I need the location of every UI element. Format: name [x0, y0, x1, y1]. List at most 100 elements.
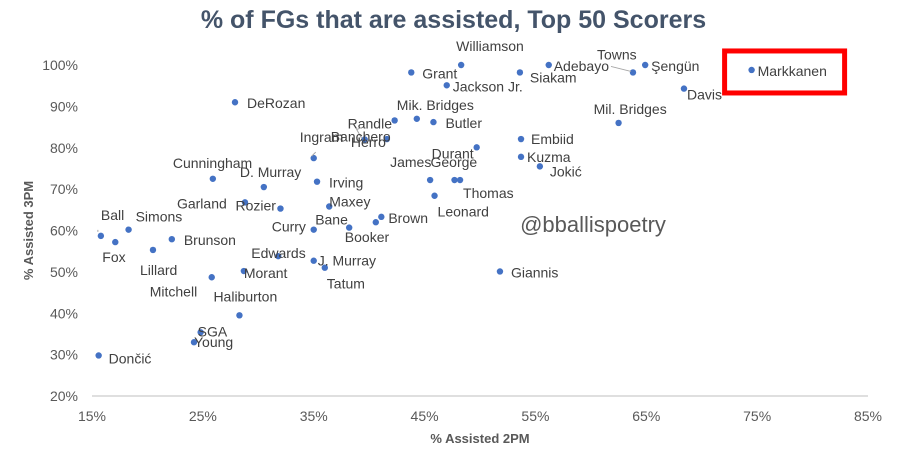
- point-label: Ingram: [300, 129, 344, 145]
- point-curry: [310, 226, 317, 233]
- point-label: Cunningham: [173, 155, 252, 171]
- point-derozan: [231, 99, 239, 106]
- y-tick-label: 30%: [50, 347, 78, 363]
- point-banchero: [361, 136, 368, 143]
- point-mik-bridges: [413, 115, 421, 122]
- point-cunningham: [209, 175, 217, 182]
- point-label: Embiid: [531, 131, 574, 147]
- point-durant: [473, 144, 480, 151]
- point-grant: [408, 69, 415, 76]
- x-tick-label: 85%: [854, 408, 882, 424]
- point-siakam: [516, 69, 524, 76]
- y-tick-label: 40%: [50, 305, 78, 321]
- point-davis: [680, 85, 688, 92]
- point-label: Banchero: [331, 128, 391, 144]
- x-tick-label: 35%: [300, 408, 328, 424]
- point-leonard: [431, 192, 438, 199]
- point-label: J. Murray: [318, 253, 376, 269]
- point-label: Irving: [329, 175, 363, 191]
- point-label: Garland: [177, 195, 227, 211]
- point-label: Butler: [445, 115, 482, 131]
- x-tick-label: 55%: [521, 408, 549, 424]
- point-butler: [430, 118, 437, 126]
- point-label: James: [390, 154, 431, 170]
- point-young: [190, 339, 198, 346]
- point-label: Mitchell: [150, 283, 197, 299]
- point-label: Young: [194, 334, 233, 350]
- x-tick-label: 45%: [411, 408, 439, 424]
- point-markkanen: [748, 66, 755, 74]
- point-label: Giannis: [511, 264, 558, 280]
- point-simons: [125, 226, 132, 233]
- chart-title: % of FGs that are assisted, Top 50 Score…: [200, 6, 707, 34]
- point-label: Edwards: [251, 245, 305, 261]
- point-label: Simons: [136, 209, 183, 225]
- point-embiid: [517, 135, 525, 143]
- watermark-text: @bballispoetry: [520, 212, 666, 237]
- point-label: Randle: [348, 115, 393, 131]
- y-tick-label: 100%: [42, 57, 78, 73]
- point-label: Davis: [687, 87, 722, 103]
- x-tick-label: 15%: [78, 408, 106, 424]
- point-rozier: [277, 205, 284, 212]
- axes-group: 15% 25% 35% 45% 55% 65% 75% 85% 20% 30% 40% 50% 60% 7…: [42, 57, 882, 424]
- point-label: Adebayo: [554, 58, 609, 74]
- point-brown: [378, 213, 385, 221]
- point-tatum: [321, 264, 328, 271]
- point-label: Morant: [244, 265, 288, 281]
- point-lillard: [149, 246, 157, 254]
- point-bane: [345, 224, 353, 231]
- point-label: Durant: [432, 145, 474, 161]
- point-giannis: [496, 268, 504, 275]
- point-label: Markkanen: [758, 63, 827, 79]
- point-irving: [313, 178, 321, 185]
- x-tick-label: 75%: [743, 408, 771, 424]
- point-label: DeRozan: [247, 95, 305, 111]
- y-tick-label: 50%: [50, 264, 78, 280]
- point-label: Siakam: [530, 69, 577, 85]
- point-label: Curry: [272, 219, 306, 235]
- y-tick-label: 60%: [50, 223, 78, 239]
- point-ball: [97, 232, 105, 240]
- point-george: [451, 176, 458, 184]
- point-label: Brown: [388, 210, 428, 226]
- point-label: Şengün: [651, 58, 699, 74]
- point-brunson: [168, 235, 176, 243]
- point-label: Brunson: [184, 232, 236, 248]
- point-sga: [197, 329, 204, 336]
- point-mitchell: [208, 274, 215, 281]
- point-herro: [383, 135, 391, 143]
- point-label: Kuzma: [527, 149, 571, 165]
- point-randle: [391, 117, 398, 124]
- point-label: Jokić: [550, 163, 582, 179]
- point-label: Grant: [422, 65, 457, 81]
- point-kuzma: [517, 153, 525, 161]
- point-morant: [240, 267, 248, 275]
- leader-line: [355, 127, 363, 139]
- point-label: Bane: [315, 212, 348, 228]
- point-label: SGA: [198, 323, 228, 339]
- point-towns: [629, 69, 637, 76]
- point-j-murray: [310, 257, 317, 264]
- point-ingram: [310, 154, 317, 162]
- x-tick-label: 25%: [189, 408, 217, 424]
- point-label: Booker: [345, 229, 390, 245]
- point-label: Ball: [101, 207, 124, 223]
- leader-line: [311, 151, 317, 157]
- point-joki-: [536, 163, 544, 170]
- point-jackson-jr-: [443, 82, 450, 89]
- x-tick-label: 65%: [632, 408, 660, 424]
- point--eng-n: [641, 61, 649, 69]
- point-label: Fox: [102, 249, 125, 265]
- point-fox: [112, 238, 119, 246]
- y-tick-label: 90%: [50, 98, 78, 114]
- point-booker: [372, 219, 379, 226]
- point-label: Haliburton: [213, 288, 277, 304]
- points-group: [95, 61, 755, 359]
- point-label: D. Murray: [240, 164, 301, 180]
- point-haliburton: [236, 312, 243, 319]
- point-label: Jackson Jr.: [453, 78, 523, 94]
- point-don-i-: [95, 352, 102, 359]
